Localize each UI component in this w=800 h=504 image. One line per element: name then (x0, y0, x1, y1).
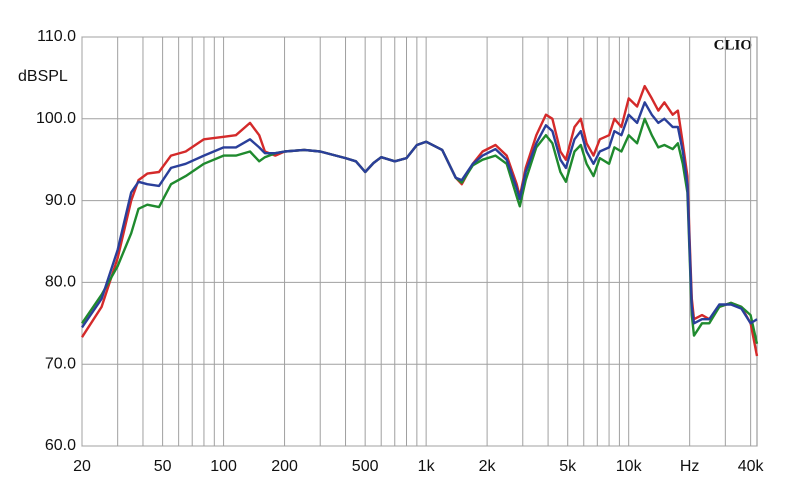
plot-area (81, 36, 758, 447)
x-tick-label: Hz (680, 458, 700, 475)
y-axis-label: dBSPL (18, 68, 68, 85)
response-curve (80, 84, 759, 357)
y-tick-label: 110.0 (37, 28, 76, 45)
x-tick-label: 500 (352, 458, 379, 475)
x-tick-label: 5k (559, 458, 577, 475)
x-tick-label: 20 (73, 458, 91, 475)
y-tick-label: 70.0 (45, 355, 76, 372)
y-tick-label: 80.0 (45, 274, 76, 291)
y-tick-label: 90.0 (45, 192, 76, 209)
response-curve (81, 101, 758, 329)
x-tick-label: 1k (418, 458, 436, 475)
x-tick-label: 200 (271, 458, 298, 475)
response-curve (81, 117, 759, 345)
x-tick-label: 2k (479, 458, 497, 475)
x-tick-label: 40k (738, 458, 765, 475)
y-tick-label: 100.0 (36, 110, 76, 127)
y-tick-label: 60.0 (45, 437, 76, 454)
x-tick-label: 50 (154, 458, 172, 475)
brand-label: CLIO (714, 37, 752, 53)
x-tick-label: 10k (616, 458, 643, 475)
x-tick-label: 100 (210, 458, 237, 475)
